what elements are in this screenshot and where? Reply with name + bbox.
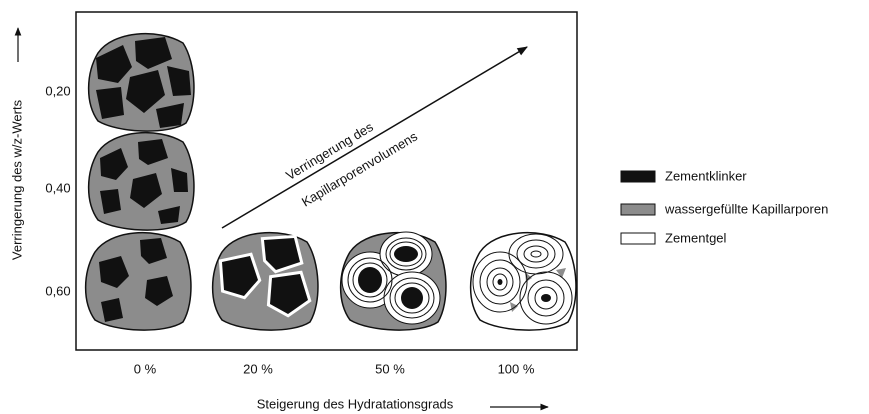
shape <box>471 233 576 330</box>
shape <box>541 294 551 302</box>
particle-0-60 <box>86 233 191 330</box>
shape <box>358 267 382 293</box>
page: Verringerung des w/z-Werts 0,20 0,40 0,6… <box>0 0 869 414</box>
shape <box>401 287 423 309</box>
y-axis-title: Verringerung des w/z-Werts <box>9 99 24 260</box>
legend-swatch <box>621 171 655 182</box>
trend-arrow <box>222 47 527 228</box>
x-axis-title: Steigerung des Hydratationsgrads <box>257 396 454 411</box>
x-label: 20 % <box>243 361 273 376</box>
legend-label: wassergefüllte Kapillarporen <box>664 201 828 216</box>
x-label: 100 % <box>498 361 535 376</box>
diagram: Verringerung des w/z-Werts 0,20 0,40 0,6… <box>0 0 869 414</box>
legend-swatch <box>621 233 655 244</box>
x-label: 0 % <box>134 361 157 376</box>
particle-50 <box>341 232 446 330</box>
legend-swatch <box>621 204 655 215</box>
shape <box>394 246 418 262</box>
legend-label: Zementklinker <box>665 168 747 183</box>
particle-0-20 <box>89 34 194 131</box>
x-label: 50 % <box>375 361 405 376</box>
particle-0-40 <box>89 133 194 230</box>
shape <box>498 279 503 285</box>
y-label: 0,40 <box>45 180 70 195</box>
y-label: 0,60 <box>45 283 70 298</box>
particle-100 <box>471 233 576 330</box>
particle-20 <box>213 233 318 330</box>
legend-label: Zementgel <box>665 230 727 245</box>
y-label: 0,20 <box>45 83 70 98</box>
